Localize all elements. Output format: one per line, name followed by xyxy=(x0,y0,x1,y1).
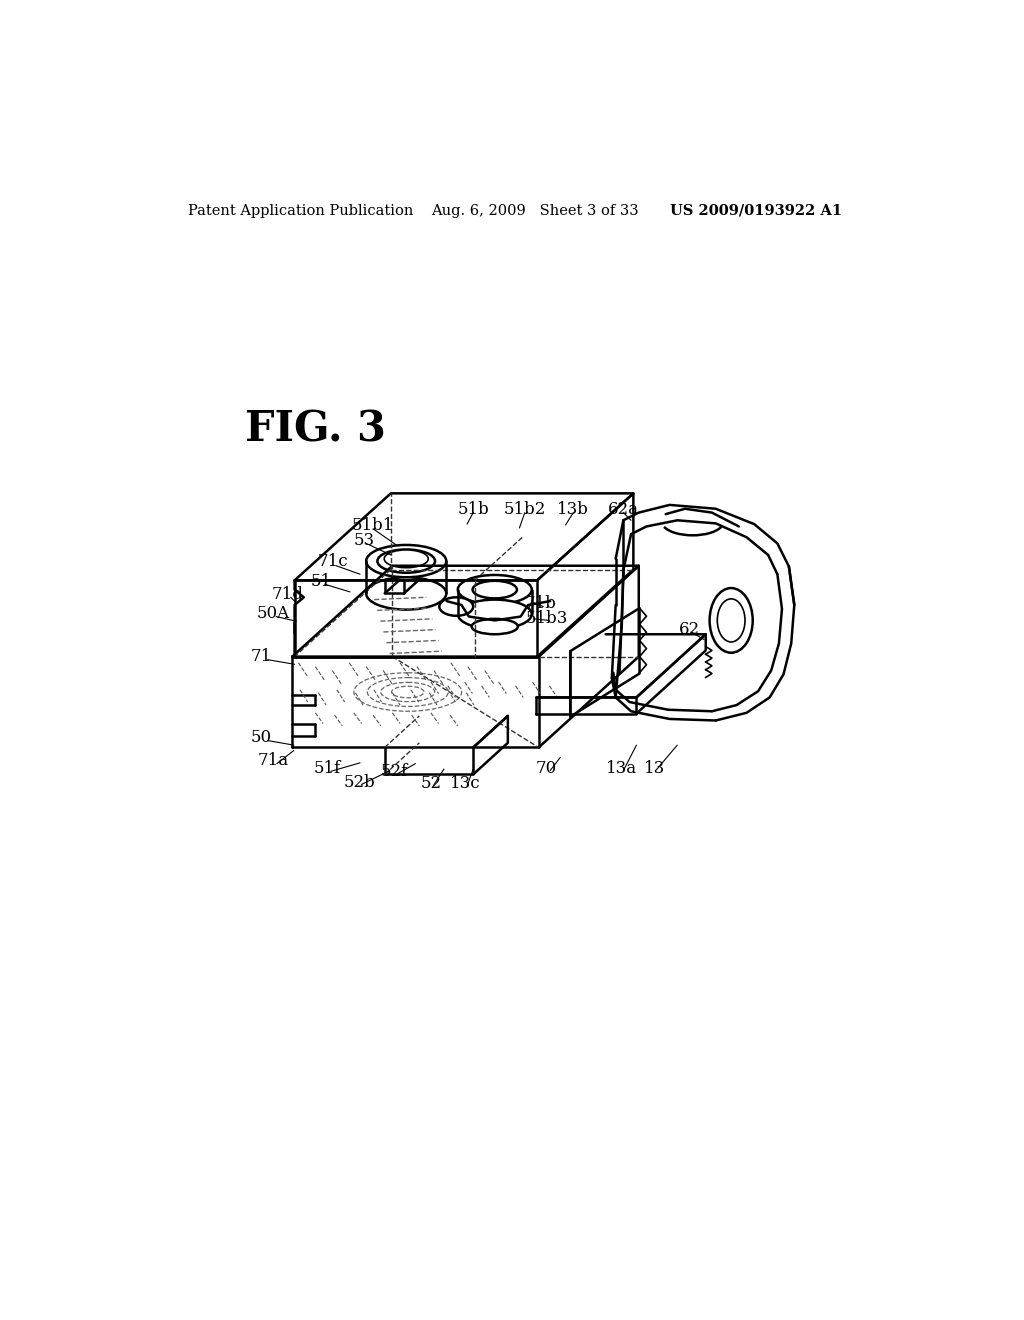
Text: 71c: 71c xyxy=(317,553,348,570)
Text: 52b: 52b xyxy=(343,774,375,791)
Text: 53: 53 xyxy=(353,532,375,549)
Text: 51f: 51f xyxy=(314,760,341,776)
Text: 50: 50 xyxy=(251,729,272,746)
Text: 62: 62 xyxy=(679,622,700,638)
Text: 62a: 62a xyxy=(608,502,639,517)
Text: 51: 51 xyxy=(311,573,332,590)
Text: 70: 70 xyxy=(536,760,557,776)
Text: 13b: 13b xyxy=(557,502,589,517)
Text: Aug. 6, 2009   Sheet 3 of 33: Aug. 6, 2009 Sheet 3 of 33 xyxy=(431,203,639,218)
Ellipse shape xyxy=(393,556,419,566)
Text: 71: 71 xyxy=(251,648,272,665)
Text: 71d: 71d xyxy=(271,586,303,603)
Text: 51b1: 51b1 xyxy=(352,517,394,535)
Ellipse shape xyxy=(458,599,531,628)
Text: 51b2: 51b2 xyxy=(504,502,546,517)
Text: 51b: 51b xyxy=(458,502,489,517)
Text: 51b3: 51b3 xyxy=(525,610,567,627)
Text: 71b: 71b xyxy=(525,595,557,612)
Ellipse shape xyxy=(367,577,446,610)
Text: 52f: 52f xyxy=(381,763,409,780)
Ellipse shape xyxy=(384,550,428,568)
Text: 52: 52 xyxy=(420,775,441,792)
Text: Patent Application Publication: Patent Application Publication xyxy=(188,203,414,218)
Text: 50A: 50A xyxy=(256,605,290,622)
Text: 13a: 13a xyxy=(605,760,637,776)
Ellipse shape xyxy=(439,597,473,615)
Text: FIG. 3: FIG. 3 xyxy=(245,409,385,450)
Text: 13: 13 xyxy=(643,760,665,776)
Text: 71a: 71a xyxy=(257,752,289,770)
Text: US 2009/0193922 A1: US 2009/0193922 A1 xyxy=(670,203,842,218)
Ellipse shape xyxy=(472,619,518,635)
Ellipse shape xyxy=(458,576,531,605)
Text: 13c: 13c xyxy=(451,775,481,792)
